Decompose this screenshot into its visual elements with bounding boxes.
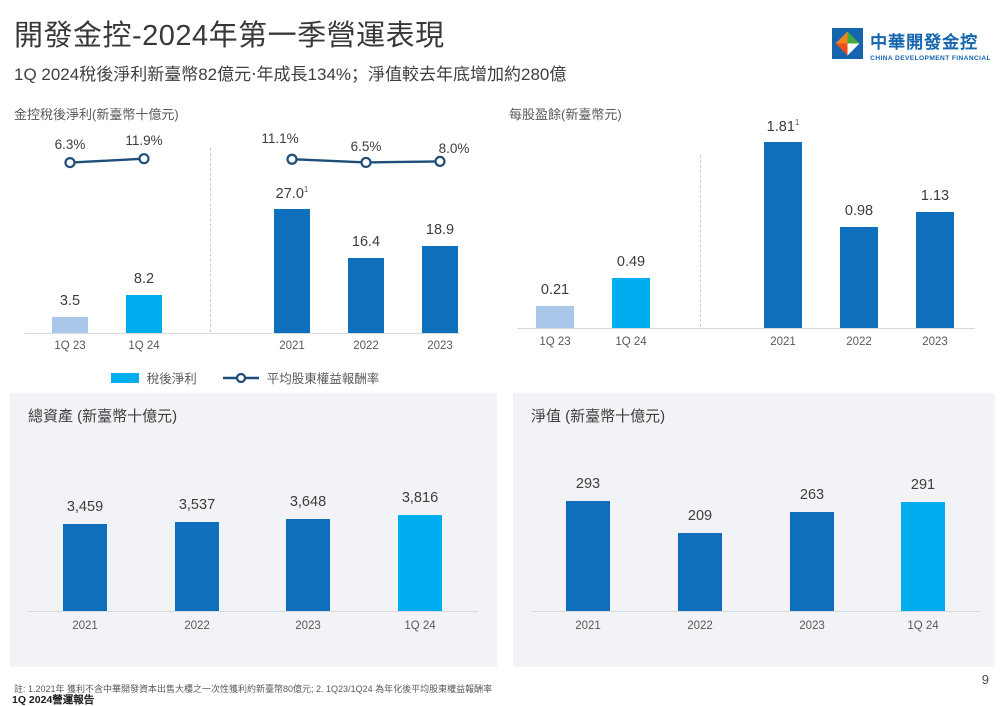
roe-percent-label: 11.1% <box>261 131 299 147</box>
chart-net-profit-plot: 3.5 1Q 23 8.2 1Q 24 27.01 2021 16.4 2022 18.9 202… <box>10 100 480 390</box>
bar-value-label: 3.5 <box>59 293 81 309</box>
x-axis-label: 1Q 24 <box>907 620 939 632</box>
report-label: 1Q 2024營運報告 <box>12 694 95 706</box>
bar-value-label: 3,537 <box>178 497 216 513</box>
legend-bar-swatch-icon <box>110 372 139 383</box>
bar-value-label: 209 <box>687 508 713 524</box>
bar-2021 <box>63 524 107 611</box>
page-title: 開發金控-2024年第一季營運表現 <box>14 20 445 52</box>
page-subtitle: 1Q 2024稅後淨利新臺幣82億元‧年成長134%；淨值較去年底增加約280億 <box>14 65 567 84</box>
bar-2022 <box>175 522 219 611</box>
roe-percent-label: 8.0% <box>438 141 470 157</box>
x-axis-label: 2021 <box>575 620 601 632</box>
bar-2023 <box>286 519 330 611</box>
x-axis-label: 2021 <box>279 340 305 352</box>
bar-1Q 23 <box>52 317 88 333</box>
bar-value-label: 16.4 <box>351 234 381 250</box>
x-axis-label: 2022 <box>184 620 210 632</box>
x-axis-label: 2023 <box>799 620 825 632</box>
chart-net-worth: 淨值 (新臺幣十億元) 293 2021 209 2022 263 2023 291 1Q 2… <box>513 393 995 667</box>
bar-2023 <box>790 512 834 611</box>
bar-value-label: 0.21 <box>540 282 570 298</box>
x-axis-label: 2022 <box>846 336 872 348</box>
chart-eps-title: 每股盈餘(新臺幣元) <box>509 107 622 122</box>
chart-total-assets-title: 總資產 (新臺幣十億元) <box>28 408 178 425</box>
bar-value-label: 8.2 <box>133 271 155 287</box>
x-axis <box>517 328 975 329</box>
x-axis-label: 2022 <box>687 620 713 632</box>
x-axis-label: 1Q 23 <box>54 340 86 352</box>
bar-2021 <box>274 209 310 333</box>
chart-total-assets: 總資產 (新臺幣十億元) 3,459 2021 3,537 2022 3,648 2023… <box>10 393 497 667</box>
x-axis <box>28 611 478 612</box>
logo-name-en: CHINA DEVELOPMENT FINANCIAL <box>870 55 991 62</box>
x-axis <box>531 611 981 612</box>
legend-line-swatch-icon <box>222 372 259 383</box>
x-axis-label: 2023 <box>922 336 948 348</box>
x-axis-label: 2022 <box>353 340 379 352</box>
roe-line-point <box>286 153 298 165</box>
x-axis-label: 2021 <box>770 336 796 348</box>
chart-net-profit: 金控稅後淨利(新臺幣十億元) 3.5 1Q 23 8.2 1Q 24 27.01 2021… <box>10 100 480 390</box>
chart-legend: 稅後淨利 平均股東權益報酬率 <box>10 368 480 387</box>
chart-net-worth-title: 淨值 (新臺幣十億元) <box>531 408 666 425</box>
x-axis <box>25 333 460 334</box>
bar-1Q 24 <box>126 295 162 333</box>
chart-eps: 每股盈餘(新臺幣元) 0.21 1Q 23 0.49 1Q 24 1.811 2021 0.… <box>505 100 995 370</box>
chart-net-profit-title: 金控稅後淨利(新臺幣十億元) <box>14 107 179 122</box>
legend-line-label: 平均股東權益報酬率 <box>266 372 380 386</box>
chart-eps-plot: 0.21 1Q 23 0.49 1Q 24 1.811 2021 0.98 2022 1.13 2… <box>505 100 995 370</box>
bar-value-label: 3,816 <box>401 490 439 506</box>
roe-line-point <box>434 155 446 168</box>
roe-line-point <box>64 156 76 169</box>
x-axis-label: 2023 <box>427 340 453 352</box>
bar-value-label: 293 <box>575 476 601 492</box>
bar-value-label: 3,459 <box>66 499 104 515</box>
section-divider <box>210 148 211 332</box>
bar-value-label: 18.9 <box>425 222 455 238</box>
roe-percent-label: 11.9% <box>125 132 163 148</box>
bar-2022 <box>348 258 384 333</box>
section-divider <box>700 155 701 327</box>
roe-line-point <box>138 153 150 165</box>
chart-total-assets-plot: 3,459 2021 3,537 2022 3,648 2023 3,816 1Q 24 <box>10 393 497 667</box>
bar-2022 <box>840 227 878 328</box>
bar-value-label: 1.13 <box>920 188 950 204</box>
x-axis-label: 1Q 24 <box>128 340 160 352</box>
chart-net-worth-plot: 293 2021 209 2022 263 2023 291 1Q 24 <box>513 393 995 667</box>
legend-bar-label: 稅後淨利 <box>146 372 197 386</box>
x-axis-label: 2023 <box>295 620 321 632</box>
bar-2021 <box>566 501 610 611</box>
company-logo-icon <box>832 28 864 59</box>
company-logo: 中華開發金控 CHINA DEVELOPMENT FINANCIAL <box>832 28 991 62</box>
bar-value-label: 291 <box>910 477 936 493</box>
bar-value-label: 0.49 <box>616 254 646 270</box>
bar-value-label: 1.811 <box>766 118 800 135</box>
roe-percent-label: 6.5% <box>350 139 382 155</box>
bar-value-label: 0.98 <box>844 203 874 219</box>
bar-1Q 24 <box>398 515 442 611</box>
logo-name-zh: 中華開發金控 <box>870 33 979 52</box>
roe-percent-label: 6.3% <box>54 136 86 152</box>
footnote: 註: 1.2021年 獲利不含中華開發資本出售大樓之一次性獲利約新臺幣80億元;… <box>14 684 493 694</box>
bar-1Q 24 <box>901 502 945 611</box>
page-number: 9 <box>981 672 989 687</box>
x-axis-label: 1Q 24 <box>615 336 647 348</box>
bar-1Q 23 <box>536 306 574 328</box>
bar-2023 <box>916 212 954 328</box>
x-axis-label: 2021 <box>72 620 98 632</box>
roe-line-point <box>360 156 372 169</box>
bar-value-label: 263 <box>799 487 825 503</box>
bar-2021 <box>764 142 802 328</box>
bar-2022 <box>678 533 722 611</box>
bar-1Q 24 <box>612 278 650 328</box>
x-axis-label: 1Q 24 <box>404 620 436 632</box>
bar-2023 <box>422 246 458 333</box>
bar-value-label: 27.01 <box>275 185 309 202</box>
bar-value-label: 3,648 <box>289 494 327 510</box>
x-axis-label: 1Q 23 <box>539 336 571 348</box>
